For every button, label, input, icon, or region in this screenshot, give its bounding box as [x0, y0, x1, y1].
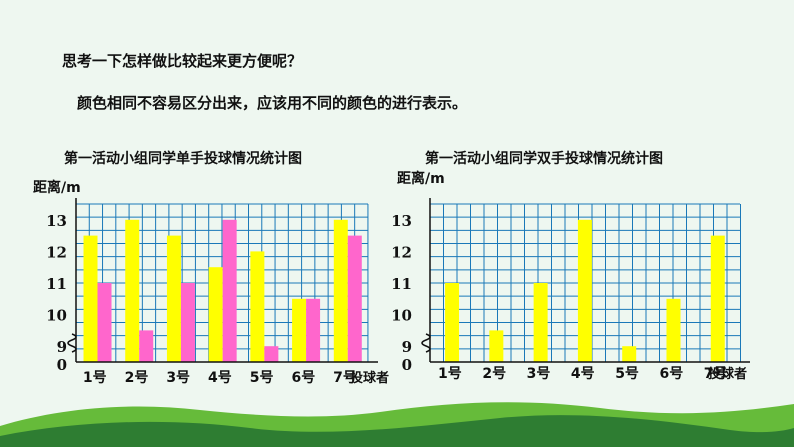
- y-tick-label: 9: [57, 338, 67, 356]
- category-label: 6号: [659, 366, 683, 382]
- bar-2-yellow: [125, 219, 140, 362]
- category-label: 1号: [83, 370, 107, 386]
- category-label: 4号: [208, 370, 232, 386]
- bar-7-pink: [347, 235, 362, 362]
- category-label: 5号: [615, 366, 639, 382]
- y-axis-label: 距离/m: [397, 170, 445, 187]
- bar-2-yellow: [489, 330, 504, 362]
- question-text: 思考一下怎样做比较起来更方便呢？: [62, 52, 303, 70]
- bar-6-pink: [306, 298, 321, 362]
- y-tick-label: 0: [402, 356, 412, 374]
- bar-3-yellow: [166, 235, 181, 362]
- y-tick-label: 10: [391, 307, 412, 325]
- x-axis-label: 投球者: [708, 366, 747, 382]
- bar-5-pink: [264, 346, 279, 362]
- category-label: 7号: [704, 366, 728, 382]
- chart-title: 第一活动小组同学双手投球情况统计图: [425, 150, 663, 167]
- y-tick-label: 11: [391, 275, 412, 293]
- bar-1-yellow: [83, 235, 98, 362]
- category-label: 5号: [250, 370, 274, 386]
- category-label: 2号: [125, 370, 149, 386]
- y-tick-label: 12: [391, 243, 412, 261]
- bar-3-yellow: [533, 283, 548, 362]
- category-label: 4号: [571, 366, 595, 382]
- bar-7-yellow: [710, 235, 725, 362]
- category-label: 3号: [166, 370, 190, 386]
- y-tick-label: 13: [391, 212, 412, 230]
- y-tick-label: 0: [57, 356, 67, 374]
- category-label: 7号: [333, 370, 357, 386]
- y-axis-label: 距离/m: [33, 179, 81, 196]
- axis-break-icon: [67, 333, 77, 353]
- category-label: 6号: [291, 370, 315, 386]
- bar-4-yellow: [208, 267, 223, 362]
- bar-6-yellow: [292, 298, 307, 362]
- x-axis-label: 投球者: [350, 370, 389, 386]
- bar-7-yellow: [333, 219, 348, 362]
- decorative-hills: [0, 402, 794, 447]
- category-label: 3号: [527, 366, 551, 382]
- bar-5-yellow: [622, 346, 637, 362]
- answer-text: 颜色相同不容易区分出来，应该用不同的颜色的进行表示。: [77, 94, 468, 112]
- y-tick-label: 10: [46, 307, 67, 325]
- bar-4-pink: [222, 219, 237, 362]
- y-tick-label: 13: [46, 212, 67, 230]
- bar-1-pink: [97, 283, 112, 362]
- chart-title: 第一活动小组同学单手投球情况统计图: [64, 150, 302, 167]
- y-tick-label: 9: [402, 338, 412, 356]
- category-label: 2号: [482, 366, 506, 382]
- hill-front: [0, 415, 794, 447]
- bar-4-yellow: [577, 219, 592, 362]
- y-tick-label: 11: [46, 275, 67, 293]
- bar-5-yellow: [250, 251, 265, 362]
- bar-2-pink: [139, 330, 154, 362]
- y-tick-label: 12: [46, 243, 67, 261]
- category-label: 1号: [438, 366, 462, 382]
- bar-6-yellow: [666, 298, 681, 362]
- bar-1-yellow: [445, 283, 460, 362]
- axis-break-icon: [421, 333, 431, 353]
- bar-3-pink: [180, 283, 195, 362]
